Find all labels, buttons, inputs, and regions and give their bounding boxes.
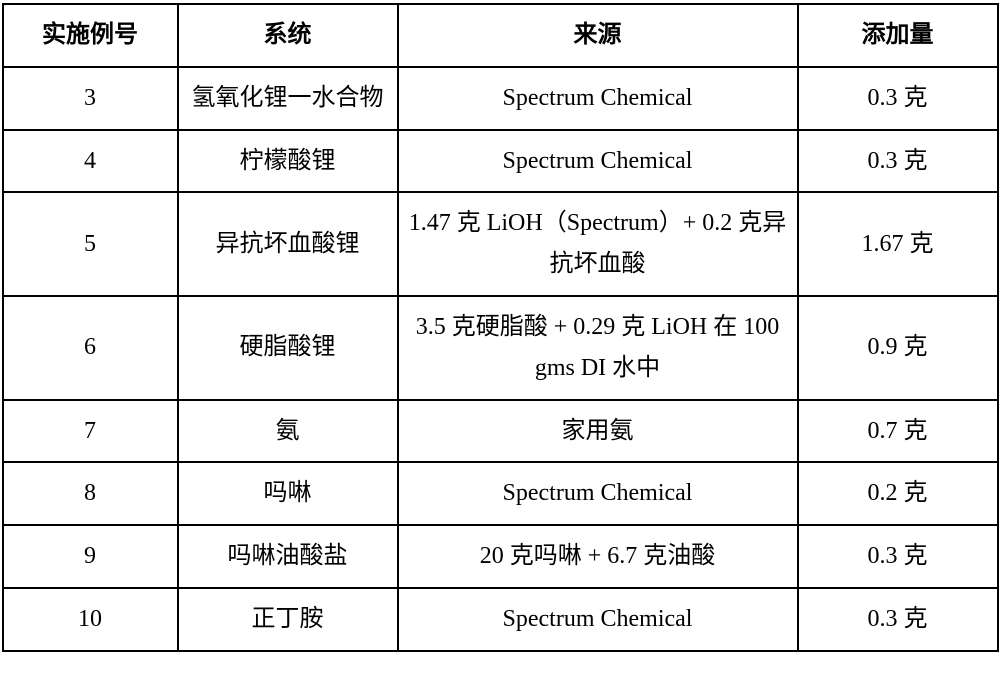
cell-amount: 0.3 克 — [798, 130, 998, 193]
cell-source: Spectrum Chemical — [398, 130, 798, 193]
cell-example-no: 8 — [3, 462, 178, 525]
col-header-amount: 添加量 — [798, 4, 998, 67]
table-row: 4 柠檬酸锂 Spectrum Chemical 0.3 克 — [3, 130, 998, 193]
cell-example-no: 7 — [3, 400, 178, 463]
cell-example-no: 6 — [3, 296, 178, 400]
cell-source: 3.5 克硬脂酸 + 0.29 克 LiOH 在 100 gms DI 水中 — [398, 296, 798, 400]
data-table: 实施例号 系统 来源 添加量 3 氢氧化锂一水合物 Spectrum Chemi… — [2, 3, 999, 652]
col-header-source: 来源 — [398, 4, 798, 67]
cell-amount: 1.67 克 — [798, 192, 998, 296]
cell-system: 异抗坏血酸锂 — [178, 192, 398, 296]
cell-amount: 0.2 克 — [798, 462, 998, 525]
table-row: 8 吗啉 Spectrum Chemical 0.2 克 — [3, 462, 998, 525]
cell-system: 正丁胺 — [178, 588, 398, 651]
table-row: 3 氢氧化锂一水合物 Spectrum Chemical 0.3 克 — [3, 67, 998, 130]
cell-source: 家用氨 — [398, 400, 798, 463]
cell-example-no: 4 — [3, 130, 178, 193]
cell-source: 20 克吗啉 + 6.7 克油酸 — [398, 525, 798, 588]
cell-amount: 0.3 克 — [798, 525, 998, 588]
table-body: 3 氢氧化锂一水合物 Spectrum Chemical 0.3 克 4 柠檬酸… — [3, 67, 998, 651]
cell-system: 氨 — [178, 400, 398, 463]
cell-source: Spectrum Chemical — [398, 588, 798, 651]
table-row: 6 硬脂酸锂 3.5 克硬脂酸 + 0.29 克 LiOH 在 100 gms … — [3, 296, 998, 400]
cell-source: Spectrum Chemical — [398, 462, 798, 525]
cell-amount: 0.3 克 — [798, 67, 998, 130]
cell-source: Spectrum Chemical — [398, 67, 798, 130]
cell-example-no: 10 — [3, 588, 178, 651]
cell-example-no: 5 — [3, 192, 178, 296]
col-header-example-no: 实施例号 — [3, 4, 178, 67]
table-row: 7 氨 家用氨 0.7 克 — [3, 400, 998, 463]
cell-system: 吗啉油酸盐 — [178, 525, 398, 588]
col-header-system: 系统 — [178, 4, 398, 67]
cell-system: 吗啉 — [178, 462, 398, 525]
cell-system: 柠檬酸锂 — [178, 130, 398, 193]
table-container: 实施例号 系统 来源 添加量 3 氢氧化锂一水合物 Spectrum Chemi… — [0, 0, 1000, 655]
cell-system: 氢氧化锂一水合物 — [178, 67, 398, 130]
table-row: 5 异抗坏血酸锂 1.47 克 LiOH（Spectrum）+ 0.2 克异抗坏… — [3, 192, 998, 296]
cell-amount: 0.3 克 — [798, 588, 998, 651]
cell-example-no: 9 — [3, 525, 178, 588]
table-row: 9 吗啉油酸盐 20 克吗啉 + 6.7 克油酸 0.3 克 — [3, 525, 998, 588]
cell-amount: 0.7 克 — [798, 400, 998, 463]
cell-system: 硬脂酸锂 — [178, 296, 398, 400]
cell-amount: 0.9 克 — [798, 296, 998, 400]
cell-source: 1.47 克 LiOH（Spectrum）+ 0.2 克异抗坏血酸 — [398, 192, 798, 296]
table-row: 10 正丁胺 Spectrum Chemical 0.3 克 — [3, 588, 998, 651]
cell-example-no: 3 — [3, 67, 178, 130]
table-header-row: 实施例号 系统 来源 添加量 — [3, 4, 998, 67]
